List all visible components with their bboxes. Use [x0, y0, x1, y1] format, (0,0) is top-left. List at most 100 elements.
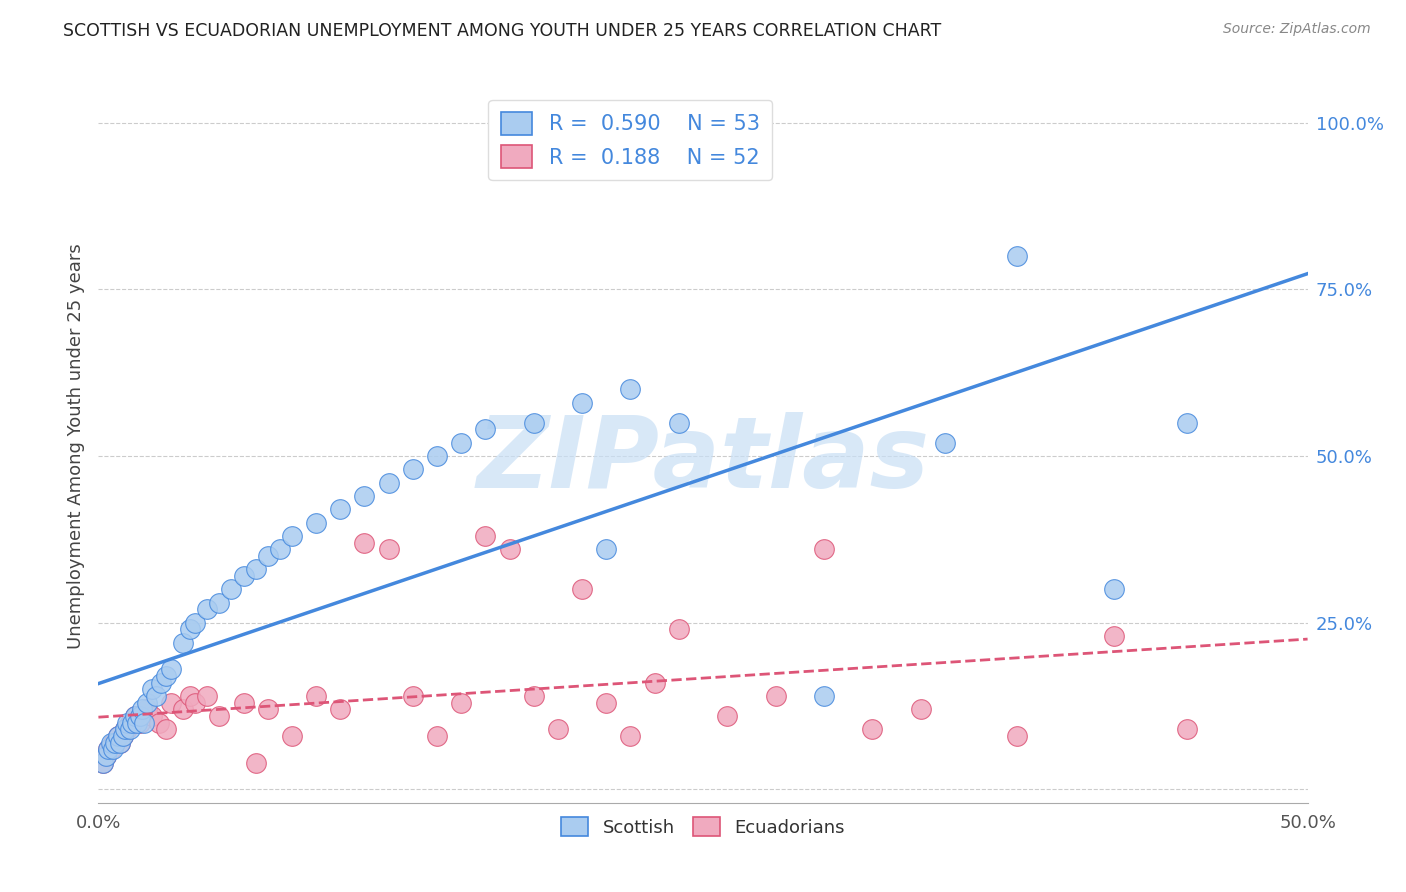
Point	[571, 395, 593, 409]
Point	[1007, 729, 1029, 743]
Point	[523, 416, 546, 430]
Point	[184, 696, 207, 710]
Point	[145, 689, 167, 703]
Point	[232, 569, 254, 583]
Point	[353, 535, 375, 549]
Point	[195, 689, 218, 703]
Point	[124, 709, 146, 723]
Point	[94, 749, 117, 764]
Point	[135, 696, 157, 710]
Point	[172, 702, 194, 716]
Point	[179, 689, 201, 703]
Point	[329, 502, 352, 516]
Point	[716, 709, 738, 723]
Point	[644, 675, 666, 690]
Point	[141, 682, 163, 697]
Point	[100, 742, 122, 756]
Point	[208, 596, 231, 610]
Point	[141, 709, 163, 723]
Point	[619, 729, 641, 743]
Point	[184, 615, 207, 630]
Text: SCOTTISH VS ECUADORIAN UNEMPLOYMENT AMONG YOUTH UNDER 25 YEARS CORRELATION CHART: SCOTTISH VS ECUADORIAN UNEMPLOYMENT AMON…	[63, 22, 942, 40]
Point	[474, 422, 496, 436]
Point	[619, 382, 641, 396]
Point	[135, 702, 157, 716]
Point	[245, 562, 267, 576]
Point	[91, 756, 114, 770]
Point	[160, 696, 183, 710]
Point	[104, 736, 127, 750]
Point	[1007, 249, 1029, 263]
Point	[150, 675, 173, 690]
Point	[107, 729, 129, 743]
Point	[111, 729, 134, 743]
Point	[117, 715, 139, 730]
Point	[118, 723, 141, 737]
Point	[179, 623, 201, 637]
Point	[377, 542, 399, 557]
Point	[353, 489, 375, 503]
Point	[256, 549, 278, 563]
Point	[281, 729, 304, 743]
Text: ZIPatlas: ZIPatlas	[477, 412, 929, 508]
Point	[160, 662, 183, 676]
Point	[281, 529, 304, 543]
Point	[127, 715, 149, 730]
Point	[128, 715, 150, 730]
Point	[426, 729, 449, 743]
Point	[547, 723, 569, 737]
Point	[124, 709, 146, 723]
Point	[813, 689, 835, 703]
Point	[101, 736, 124, 750]
Point	[668, 416, 690, 430]
Point	[765, 689, 787, 703]
Point	[498, 542, 520, 557]
Point	[121, 715, 143, 730]
Text: Source: ZipAtlas.com: Source: ZipAtlas.com	[1223, 22, 1371, 37]
Point	[1175, 723, 1198, 737]
Point	[94, 749, 117, 764]
Point	[474, 529, 496, 543]
Point	[305, 689, 328, 703]
Point	[523, 689, 546, 703]
Point	[155, 723, 177, 737]
Point	[107, 729, 129, 743]
Point	[208, 709, 231, 723]
Point	[402, 689, 425, 703]
Point	[450, 696, 472, 710]
Point	[100, 736, 122, 750]
Point	[97, 742, 120, 756]
Point	[131, 702, 153, 716]
Point	[155, 669, 177, 683]
Point	[595, 696, 617, 710]
Point	[221, 582, 243, 597]
Point	[97, 742, 120, 756]
Point	[1102, 582, 1125, 597]
Point	[668, 623, 690, 637]
Point	[305, 516, 328, 530]
Point	[329, 702, 352, 716]
Point	[934, 435, 956, 450]
Point	[595, 542, 617, 557]
Point	[426, 449, 449, 463]
Y-axis label: Unemployment Among Youth under 25 years: Unemployment Among Youth under 25 years	[66, 244, 84, 648]
Point	[172, 636, 194, 650]
Legend: Scottish, Ecuadorians: Scottish, Ecuadorians	[554, 810, 852, 844]
Point	[91, 756, 114, 770]
Point	[269, 542, 291, 557]
Point	[232, 696, 254, 710]
Point	[111, 729, 134, 743]
Point	[148, 715, 170, 730]
Point	[108, 736, 131, 750]
Point	[256, 702, 278, 716]
Point	[450, 435, 472, 450]
Point	[114, 723, 136, 737]
Point	[1102, 629, 1125, 643]
Point	[118, 715, 141, 730]
Point	[134, 715, 156, 730]
Point	[195, 602, 218, 616]
Point	[104, 736, 127, 750]
Point	[860, 723, 883, 737]
Point	[1175, 416, 1198, 430]
Point	[377, 475, 399, 490]
